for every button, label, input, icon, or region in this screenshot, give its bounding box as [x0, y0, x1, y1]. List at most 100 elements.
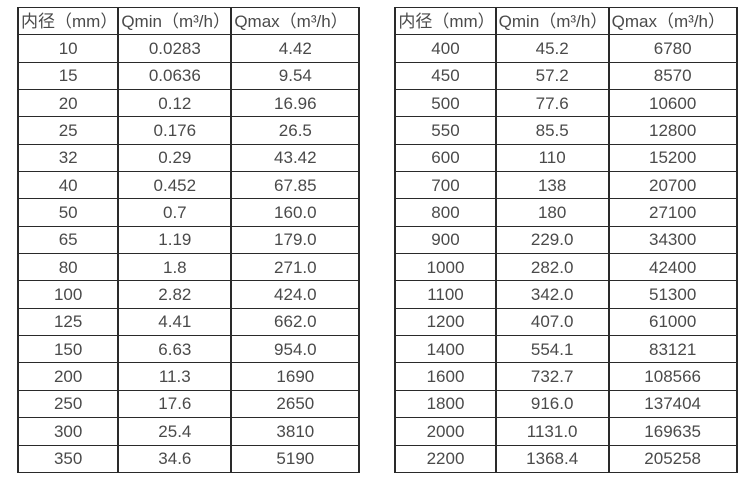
table-cell: 400	[394, 34, 497, 63]
table-cell: 45.2	[494, 34, 610, 63]
table-cell: 662.0	[230, 307, 361, 337]
table-row: 15 0.0636 9.54	[16, 61, 361, 91]
table-cell: 1800	[394, 389, 497, 419]
table-cell: 800	[394, 198, 497, 227]
table-row: 32 0.29 43.42	[16, 143, 361, 173]
table-cell: 20700	[607, 171, 738, 200]
column-header: Qmax（m³/h）	[607, 6, 738, 36]
table-cell: 32	[16, 143, 120, 173]
table-cell: 12800	[607, 116, 738, 145]
table-cell: 20	[16, 89, 120, 118]
table-cell: 26.5	[230, 116, 361, 145]
table-cell: 1600	[394, 362, 497, 391]
column-header: Qmin（m³/h）	[117, 6, 233, 36]
column-header: Qmin（m³/h）	[494, 6, 610, 36]
table-cell: 137404	[607, 389, 738, 419]
table-row: 550 85.5 12800	[394, 116, 738, 145]
table-cell: 65	[16, 225, 120, 255]
table-row: 40 0.452 67.85	[16, 171, 361, 200]
table-cell: 1100	[394, 280, 497, 309]
table-row: 600 110 15200	[394, 143, 738, 173]
table-cell: 16.96	[230, 89, 361, 118]
table-cell: 500	[394, 89, 497, 118]
table-cell: 407.0	[494, 307, 610, 337]
table-row: 300 25.4 3810	[16, 417, 361, 446]
table-cell: 8570	[607, 61, 738, 91]
table-row: 50 0.7 160.0	[16, 198, 361, 227]
table-cell: 5190	[230, 444, 361, 473]
table-cell: 11.3	[117, 362, 233, 391]
table-row: 1400 554.1 83121	[394, 335, 738, 364]
table-cell: 342.0	[494, 280, 610, 309]
table-cell: 2650	[230, 389, 361, 419]
table-row: 500 77.6 10600	[394, 89, 738, 118]
table-cell: 34300	[607, 225, 738, 255]
table-cell: 57.2	[494, 61, 610, 91]
table-cell: 3810	[230, 417, 361, 446]
table-row: 800 180 27100	[394, 198, 738, 227]
table-cell: 282.0	[494, 253, 610, 282]
table-cell: 1690	[230, 362, 361, 391]
table-cell: 179.0	[230, 225, 361, 255]
table-row: 100 2.82 424.0	[16, 280, 361, 309]
table-cell: 0.452	[117, 171, 233, 200]
table-cell: 0.0283	[117, 34, 233, 63]
table-cell: 150	[16, 335, 120, 364]
table-row: 350 34.6 5190	[16, 444, 361, 473]
table-cell: 40	[16, 171, 120, 200]
table-row: 65 1.19 179.0	[16, 225, 361, 255]
table-cell: 1368.4	[494, 444, 610, 473]
table-row: 2000 1131.0 169635	[394, 417, 738, 446]
table-row: 250 17.6 2650	[16, 389, 361, 419]
table-cell: 51300	[607, 280, 738, 309]
table-row: 900 229.0 34300	[394, 225, 738, 255]
table-cell: 2.82	[117, 280, 233, 309]
table-cell: 61000	[607, 307, 738, 337]
table-cell: 1200	[394, 307, 497, 337]
table-row: 150 6.63 954.0	[16, 335, 361, 364]
table-cell: 43.42	[230, 143, 361, 173]
table-cell: 10600	[607, 89, 738, 118]
table-cell: 50	[16, 198, 120, 227]
table-cell: 900	[394, 225, 497, 255]
table-cell: 300	[16, 417, 120, 446]
table-cell: 0.7	[117, 198, 233, 227]
table-cell: 110	[494, 143, 610, 173]
table-header-row: 内径（mm） Qmin（m³/h） Qmax（m³/h）	[394, 6, 738, 36]
table-cell: 271.0	[230, 253, 361, 282]
table-cell: 954.0	[230, 335, 361, 364]
table-row: 20 0.12 16.96	[16, 89, 361, 118]
table-cell: 180	[494, 198, 610, 227]
table-row: 1100 342.0 51300	[394, 280, 738, 309]
table-row: 2200 1368.4 205258	[394, 444, 738, 473]
table-cell: 600	[394, 143, 497, 173]
table-row: 25 0.176 26.5	[16, 116, 361, 145]
table-cell: 250	[16, 389, 120, 419]
table-row: 1000 282.0 42400	[394, 253, 738, 282]
table-cell: 916.0	[494, 389, 610, 419]
table-row: 450 57.2 8570	[394, 61, 738, 91]
table-cell: 732.7	[494, 362, 610, 391]
table-cell: 700	[394, 171, 497, 200]
table-cell: 6.63	[117, 335, 233, 364]
table-cell: 4.42	[230, 34, 361, 63]
table-row: 400 45.2 6780	[394, 34, 738, 63]
table-cell: 4.41	[117, 307, 233, 337]
table-cell: 17.6	[117, 389, 233, 419]
table-cell: 160.0	[230, 198, 361, 227]
table-cell: 2000	[394, 417, 497, 446]
table-row: 1200 407.0 61000	[394, 307, 738, 337]
table-cell: 0.29	[117, 143, 233, 173]
table-cell: 450	[394, 61, 497, 91]
flow-table-left: 内径（mm） Qmin（m³/h） Qmax（m³/h） 10 0.0283 4.42 1…	[16, 6, 361, 473]
table-cell: 2200	[394, 444, 497, 473]
table-cell: 229.0	[494, 225, 610, 255]
table-cell: 15200	[607, 143, 738, 173]
table-cell: 6780	[607, 34, 738, 63]
flow-table-right: 内径（mm） Qmin（m³/h） Qmax（m³/h） 400 45.2 6780 45…	[394, 6, 738, 473]
table-cell: 1.19	[117, 225, 233, 255]
table-cell: 424.0	[230, 280, 361, 309]
table-cell: 138	[494, 171, 610, 200]
table-cell: 169635	[607, 417, 738, 446]
column-header: 内径（mm）	[394, 6, 497, 36]
